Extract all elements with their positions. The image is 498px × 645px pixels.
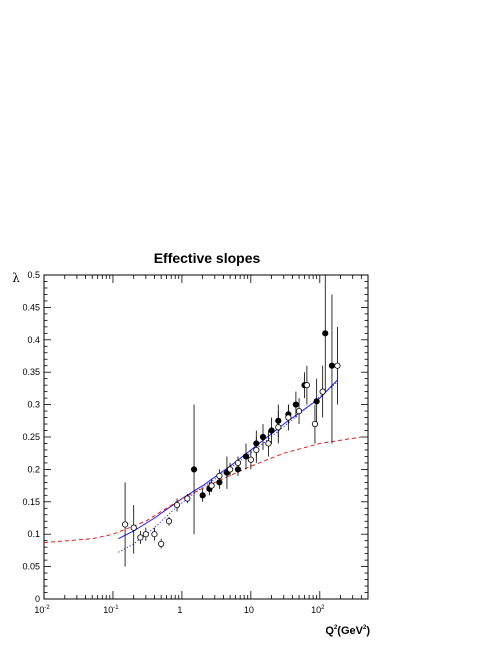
- y-tick-label: 0.5: [27, 270, 40, 280]
- y-tick-label: 0.2: [27, 464, 40, 474]
- open-data-point: [247, 456, 254, 463]
- y-tick-label: 0.15: [22, 497, 40, 507]
- model-curves: [43, 379, 362, 553]
- x-label-unit-exp: 2: [363, 625, 367, 631]
- filled-data-point: [313, 398, 320, 405]
- open-data-point: [184, 495, 191, 502]
- open-data-point: [303, 382, 311, 389]
- y-tick-labels: 0 0.05 0.1 0.15 0.2 0.25 0.3 0.35 0.4 0.45 0.5: [22, 270, 40, 604]
- open-data-point: [165, 518, 173, 525]
- open-data-point: [253, 446, 260, 454]
- x-label-q-exp: 2: [334, 625, 338, 631]
- open-data-point: [295, 407, 303, 415]
- open-data-point: [151, 531, 158, 538]
- data-points: [121, 275, 341, 567]
- filled-data-point: [268, 427, 275, 434]
- x-tick-base: 10: [34, 605, 44, 615]
- open-data-point: [275, 424, 282, 431]
- x-label-unit-close: ): [366, 625, 370, 637]
- x-tick-labels: 10-2 10-1 1 10 102: [34, 605, 325, 615]
- x-tick-base: 10: [311, 605, 321, 615]
- filled-data-point: [199, 492, 206, 499]
- axis-ticks: [43, 274, 369, 600]
- x-axis-label: Q2(GeV2): [325, 625, 370, 637]
- plot-frame: [43, 274, 369, 600]
- filled-data-point: [259, 433, 267, 441]
- x-tick-label: 10-2: [34, 605, 50, 615]
- open-data-point: [265, 440, 272, 447]
- filled-data-point: [242, 453, 250, 460]
- x-tick-label: 10: [244, 605, 254, 615]
- x-tick-label: 10-1: [103, 605, 119, 615]
- open-data-point: [121, 521, 129, 528]
- open-data-point: [130, 524, 137, 531]
- open-data-point: [216, 472, 223, 479]
- filled-data-point: [190, 466, 198, 473]
- open-data-point: [137, 534, 144, 541]
- open-data-point: [234, 459, 242, 467]
- open-data-point: [319, 388, 326, 395]
- y-tick-label: 0.35: [22, 367, 40, 377]
- x-tick-base: 10: [244, 605, 254, 615]
- y-tick-label: 0.1: [27, 529, 40, 539]
- open-data-point: [334, 362, 341, 369]
- x-label-q: Q: [325, 625, 334, 637]
- open-data-point: [158, 540, 165, 548]
- y-tick-label: 0.05: [22, 562, 40, 572]
- x-tick-exponent: -2: [44, 605, 50, 611]
- x-tick-label: 102: [311, 605, 325, 615]
- filled-data-point: [292, 401, 299, 408]
- open-data-point: [142, 531, 149, 538]
- y-tick-label: 0: [35, 594, 40, 604]
- open-data-point: [208, 482, 215, 489]
- filled-data-point: [322, 330, 329, 337]
- x-tick-label: 1: [177, 605, 182, 615]
- y-tick-label: 0.25: [22, 432, 40, 442]
- x-tick-exponent: 2: [321, 605, 325, 611]
- chart-title: Effective slopes: [154, 250, 261, 266]
- open-data-point: [311, 420, 319, 428]
- open-data-point: [173, 501, 181, 509]
- y-tick-label: 0.3: [27, 400, 40, 410]
- x-label-unit-open: (GeV: [337, 625, 363, 637]
- open-data-point: [285, 414, 292, 421]
- dashed-curve: [43, 436, 362, 544]
- x-tick-base: 1: [177, 605, 182, 615]
- filled-data-point: [328, 362, 336, 369]
- x-tick-exponent: -1: [113, 605, 119, 611]
- open-data-point: [226, 466, 234, 473]
- x-tick-base: 10: [103, 605, 113, 615]
- y-axis-label: λ: [12, 271, 20, 285]
- y-tick-label: 0.45: [22, 302, 40, 312]
- solid-curve: [118, 379, 338, 540]
- y-tick-label: 0.4: [27, 335, 40, 345]
- dotted-curve: [118, 381, 338, 553]
